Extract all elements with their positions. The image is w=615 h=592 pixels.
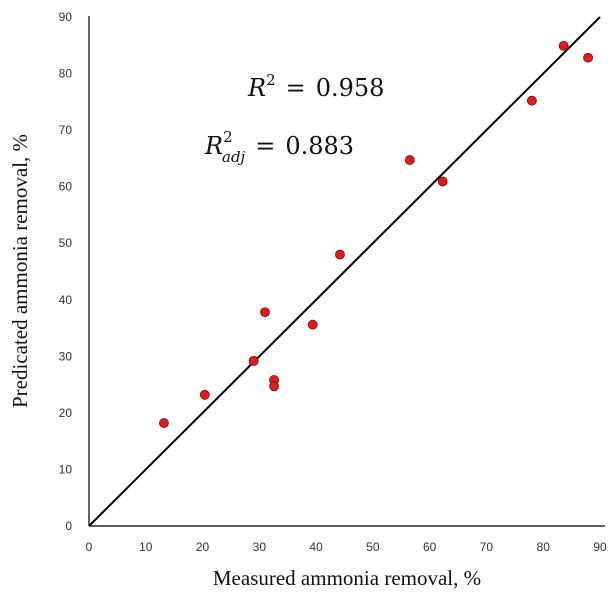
x-tick-label: 30	[253, 540, 267, 554]
y-tick-label: 0	[65, 519, 72, 533]
r2adj-equals: =	[255, 132, 275, 160]
r2-value: 0.958	[316, 74, 385, 102]
x-tick-label: 80	[537, 540, 551, 554]
data-point	[199, 389, 210, 400]
data-point	[260, 307, 270, 318]
y-tick-label: 70	[59, 123, 73, 137]
y-tick-label: 40	[59, 293, 73, 307]
data-point	[437, 176, 448, 187]
r2adj-superscript: 2	[223, 128, 233, 146]
fit-line	[88, 16, 601, 527]
r2-superscript: 2	[266, 71, 276, 89]
x-tick-label: 70	[480, 540, 494, 554]
data-point	[583, 52, 593, 63]
r2-symbol: R	[247, 74, 266, 102]
data-point	[307, 319, 318, 330]
x-tick-label: 0	[86, 540, 93, 554]
data-point	[558, 40, 569, 51]
x-tick-label: 10	[139, 540, 153, 554]
r2adj-value: 0.883	[285, 132, 354, 160]
y-tick-labels: 0 10 20 30 40 50 60 70 80 90	[59, 10, 73, 533]
x-tick-label: 40	[309, 540, 323, 554]
data-point	[248, 355, 259, 366]
y-tick-label: 30	[59, 349, 73, 363]
y-tick-label: 20	[59, 406, 73, 420]
x-tick-label: 90	[593, 540, 607, 554]
r2adj-symbol: R	[204, 132, 223, 160]
x-tick-label: 20	[196, 540, 210, 554]
data-point	[404, 155, 415, 165]
y-axis-title: Predicated ammonia removal, %	[8, 134, 32, 408]
y-tick-label: 80	[59, 67, 73, 81]
x-tick-label: 50	[366, 540, 380, 554]
data-point	[526, 95, 537, 106]
x-tick-label: 60	[423, 540, 437, 554]
r2-annotation: R2 = 0.958	[247, 71, 384, 102]
x-tick-labels: 0 10 20 30 40 50 60 70 80 90	[86, 540, 607, 554]
data-point	[269, 381, 279, 392]
data-point	[159, 418, 169, 428]
y-tick-label: 90	[59, 10, 73, 24]
y-tick-label: 10	[59, 462, 73, 476]
data-point	[335, 249, 345, 260]
r2adj-annotation: R2 adj = 0.883	[204, 128, 354, 166]
x-axis-title: Measured ammonia removal, %	[213, 566, 481, 590]
data-points	[159, 40, 593, 428]
y-tick-label: 60	[59, 180, 73, 194]
y-tick-label: 50	[59, 236, 73, 250]
r2adj-subscript: adj	[222, 148, 246, 166]
r2-equals: =	[286, 74, 306, 102]
